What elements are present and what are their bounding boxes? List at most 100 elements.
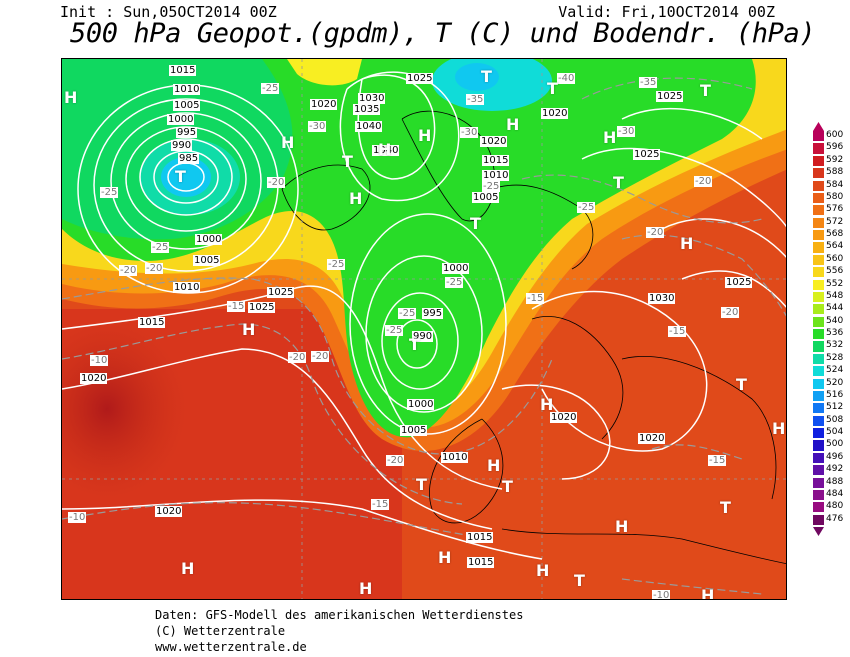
low-pressure-symbol: T: [409, 335, 420, 354]
isotherm-label: -15: [371, 499, 390, 510]
legend-value: 576: [826, 204, 844, 215]
isobar-label: 1015: [467, 557, 495, 568]
low-pressure-symbol: T: [502, 477, 513, 496]
legend-entry: 488: [811, 477, 850, 488]
isobar-label: 1010: [173, 282, 201, 293]
legend-swatch: [813, 242, 824, 253]
legend-swatch: [813, 131, 824, 142]
legend-entry: 548: [811, 291, 850, 303]
isobar-label: 1020: [80, 373, 108, 384]
legend-swatch: [813, 254, 824, 265]
footer-copyright: (C) Wetterzentrale: [155, 624, 286, 638]
low-pressure-symbol: T: [700, 81, 711, 100]
legend-entry: 564: [811, 241, 850, 253]
isobar-label: 1010: [441, 452, 469, 463]
high-pressure-symbol: H: [418, 126, 432, 145]
isobar-label: 1025: [633, 149, 661, 160]
isotherm-label: -10: [90, 355, 109, 366]
isotherm-label: -20: [721, 307, 740, 318]
legend-entry: 592: [811, 155, 850, 166]
legend-entry: 596: [811, 142, 850, 154]
legend-value: 492: [826, 464, 844, 475]
legend-bottom-arrow: [813, 527, 824, 536]
low-pressure-symbol: T: [720, 498, 731, 517]
isobar-label: 1000: [407, 399, 435, 410]
high-pressure-symbol: H: [438, 548, 452, 567]
isobar-label: 1020: [480, 136, 508, 147]
isotherm-label: -20: [145, 263, 164, 274]
legend-entry: 572: [811, 216, 850, 228]
high-pressure-symbol: H: [378, 140, 392, 159]
isobar-label: 1000: [167, 114, 195, 125]
isotherm-label: -10: [68, 512, 87, 523]
footer-credits: Daten: GFS-Modell des amerikanischen Wet…: [155, 607, 523, 655]
isobar-label: 1020: [310, 99, 338, 110]
valid-time: Valid: Fri,10OCT2014 00Z: [558, 3, 775, 21]
legend-entry: 552: [811, 279, 850, 290]
low-pressure-symbol: T: [481, 67, 492, 86]
legend-swatch: [813, 403, 824, 414]
legend-swatch: [813, 477, 824, 488]
legend-value: 588: [826, 167, 844, 178]
high-pressure-symbol: H: [680, 234, 694, 253]
legend-value: 476: [826, 513, 844, 524]
isobar-label: 1025: [267, 287, 295, 298]
isobar-label: 1010: [482, 170, 510, 181]
isotherm-label: -25: [327, 259, 346, 270]
legend-value: 544: [826, 303, 844, 314]
legend-swatch: [813, 291, 824, 303]
isotherm-label: -25: [261, 83, 280, 94]
isotherm-label: -30: [460, 127, 479, 138]
isobar-label: 1020: [638, 433, 666, 444]
high-pressure-symbol: H: [242, 320, 256, 339]
legend-swatch: [813, 329, 824, 340]
legend-entry: 480: [811, 501, 850, 513]
legend-entry: 520: [811, 377, 850, 389]
isotherm-label: -20: [386, 455, 405, 466]
legend-entry: 524: [811, 365, 850, 377]
high-pressure-symbol: H: [701, 586, 715, 600]
isotherm-label: -25: [100, 187, 119, 198]
isotherm-label: -30: [617, 126, 636, 137]
init-time: Init : Sun,05OCT2014 00Z: [60, 3, 277, 21]
legend-entry: 536: [811, 328, 850, 340]
isotherms: [62, 77, 786, 595]
legend-value: 520: [826, 377, 844, 388]
isotherm-label: -15: [526, 293, 545, 304]
chart-title: 500 hPa Geopot.(gpdm), T (C) und Bodendr…: [70, 18, 816, 49]
legend-swatch: [813, 465, 824, 476]
legend-swatch: [813, 180, 824, 191]
isobar-label: 995: [422, 308, 444, 319]
legend-value: 584: [826, 179, 844, 190]
isobar-label: 1030: [648, 293, 676, 304]
legend-entry: 496: [811, 452, 850, 463]
legend-swatch: [813, 192, 824, 204]
legend-swatch: [813, 316, 824, 327]
weather-map: 1015 1010 1005 1000 995 990 985 1000 1005 1010 102…: [61, 58, 787, 600]
isobar-label: 985: [178, 153, 200, 164]
isobar-label: 1015: [482, 155, 510, 166]
legend-swatch: [813, 230, 824, 241]
map-field: [62, 59, 786, 599]
legend-value: 540: [826, 315, 844, 326]
isobar-label: 1010: [173, 84, 201, 95]
legend-swatch: [813, 217, 824, 228]
legend-value: 572: [826, 216, 844, 227]
isotherm-label: -30: [308, 121, 327, 132]
isobar-label: 1005: [400, 425, 428, 436]
legend-value: 500: [826, 439, 844, 450]
isotherm-label: -40: [557, 73, 576, 84]
legend-swatch: [813, 353, 824, 364]
high-pressure-symbol: H: [349, 189, 363, 208]
legend-entry: 568: [811, 229, 850, 241]
legend-value: 484: [826, 488, 844, 499]
legend-entry: 580: [811, 192, 850, 204]
low-pressure-symbol: T: [416, 475, 427, 494]
legend-entry: 532: [811, 340, 850, 352]
high-pressure-symbol: H: [506, 115, 520, 134]
color-legend: 600 596 592 588 584 580 576 572 568 564 560 556 552 5…: [811, 122, 850, 536]
legend-value: 560: [826, 253, 844, 264]
isotherm-label: -25: [385, 325, 404, 336]
high-pressure-symbol: H: [64, 88, 78, 107]
low-pressure-symbol: T: [613, 173, 624, 192]
